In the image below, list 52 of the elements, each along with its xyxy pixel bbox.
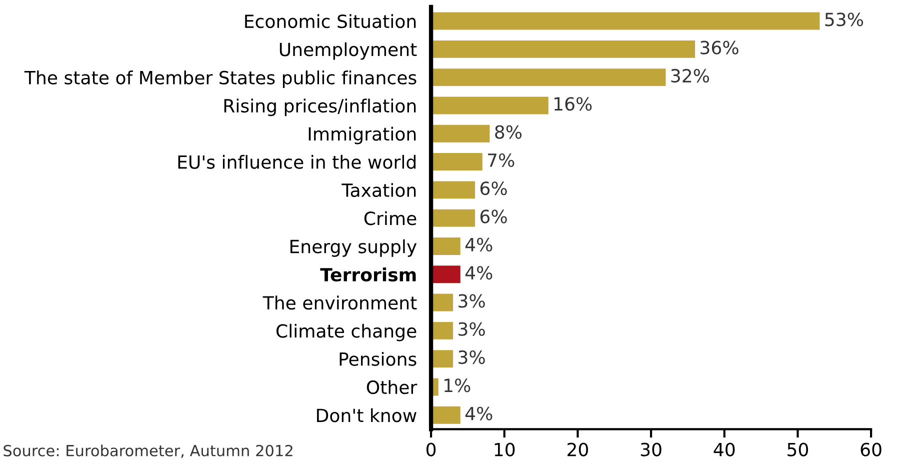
- data-label: 16%: [554, 97, 592, 111]
- data-label: 6%: [480, 210, 507, 224]
- data-label: 32%: [671, 68, 710, 83]
- y-tick-label: The environment: [262, 296, 417, 310]
- source-note: Source: Eurobarometer, Autumn 2012: [4, 444, 292, 458]
- bar: [431, 294, 454, 312]
- data-label: 3%: [458, 294, 485, 308]
- data-label: 6%: [480, 182, 507, 196]
- bar: [431, 181, 476, 199]
- data-label: 3%: [458, 350, 485, 364]
- bar: [431, 124, 490, 142]
- y-tick-label: Rising prices/inflation: [224, 98, 416, 116]
- bar: [431, 12, 820, 30]
- bar: [431, 322, 454, 340]
- y-tick-label: Economic Situation: [245, 14, 416, 28]
- y-tick-label: Other: [366, 380, 418, 394]
- y-tick-label: Immigration: [308, 126, 416, 144]
- bar: [431, 209, 476, 227]
- y-tick-label: Energy supply: [290, 239, 417, 257]
- y-tick-label: Climate change: [276, 324, 416, 342]
- x-tick-label: 40: [714, 442, 735, 456]
- x-tick-label: 10: [494, 442, 515, 456]
- x-tick-label: 60: [860, 442, 882, 456]
- data-label: 53%: [825, 12, 864, 26]
- y-tick-label: EU's influence in the world: [178, 154, 416, 169]
- bar: [431, 96, 548, 114]
- data-label: 4%: [465, 266, 492, 280]
- y-tick-label: Unemployment: [280, 42, 417, 60]
- x-tick-label: 0: [426, 442, 436, 456]
- y-tick-label: Taxation: [342, 183, 416, 198]
- bar: [431, 350, 454, 368]
- y-tick-label: The state of Member States public finances: [24, 70, 416, 88]
- bar: [431, 40, 696, 58]
- y-tick-label: Pensions: [340, 352, 416, 366]
- y-tick-label: Terrorism: [320, 268, 416, 282]
- bar: [431, 266, 460, 284]
- data-label: 4%: [465, 238, 492, 252]
- bar: [431, 68, 666, 86]
- bar: [431, 406, 460, 424]
- x-tick-label: 50: [788, 442, 808, 456]
- x-tick-label: 30: [640, 442, 662, 456]
- x-tick-label: 20: [568, 442, 588, 456]
- data-label: 3%: [458, 322, 485, 336]
- bar: [431, 153, 482, 171]
- y-tick-label: Crime: [364, 211, 416, 226]
- data-label: 36%: [700, 40, 738, 54]
- data-label: 7%: [488, 153, 514, 168]
- data-label: 1%: [444, 378, 470, 392]
- data-label: 4%: [465, 406, 492, 420]
- data-label: 8%: [495, 125, 522, 139]
- y-tick-label: Don't know: [317, 408, 416, 422]
- bar: [431, 238, 460, 255]
